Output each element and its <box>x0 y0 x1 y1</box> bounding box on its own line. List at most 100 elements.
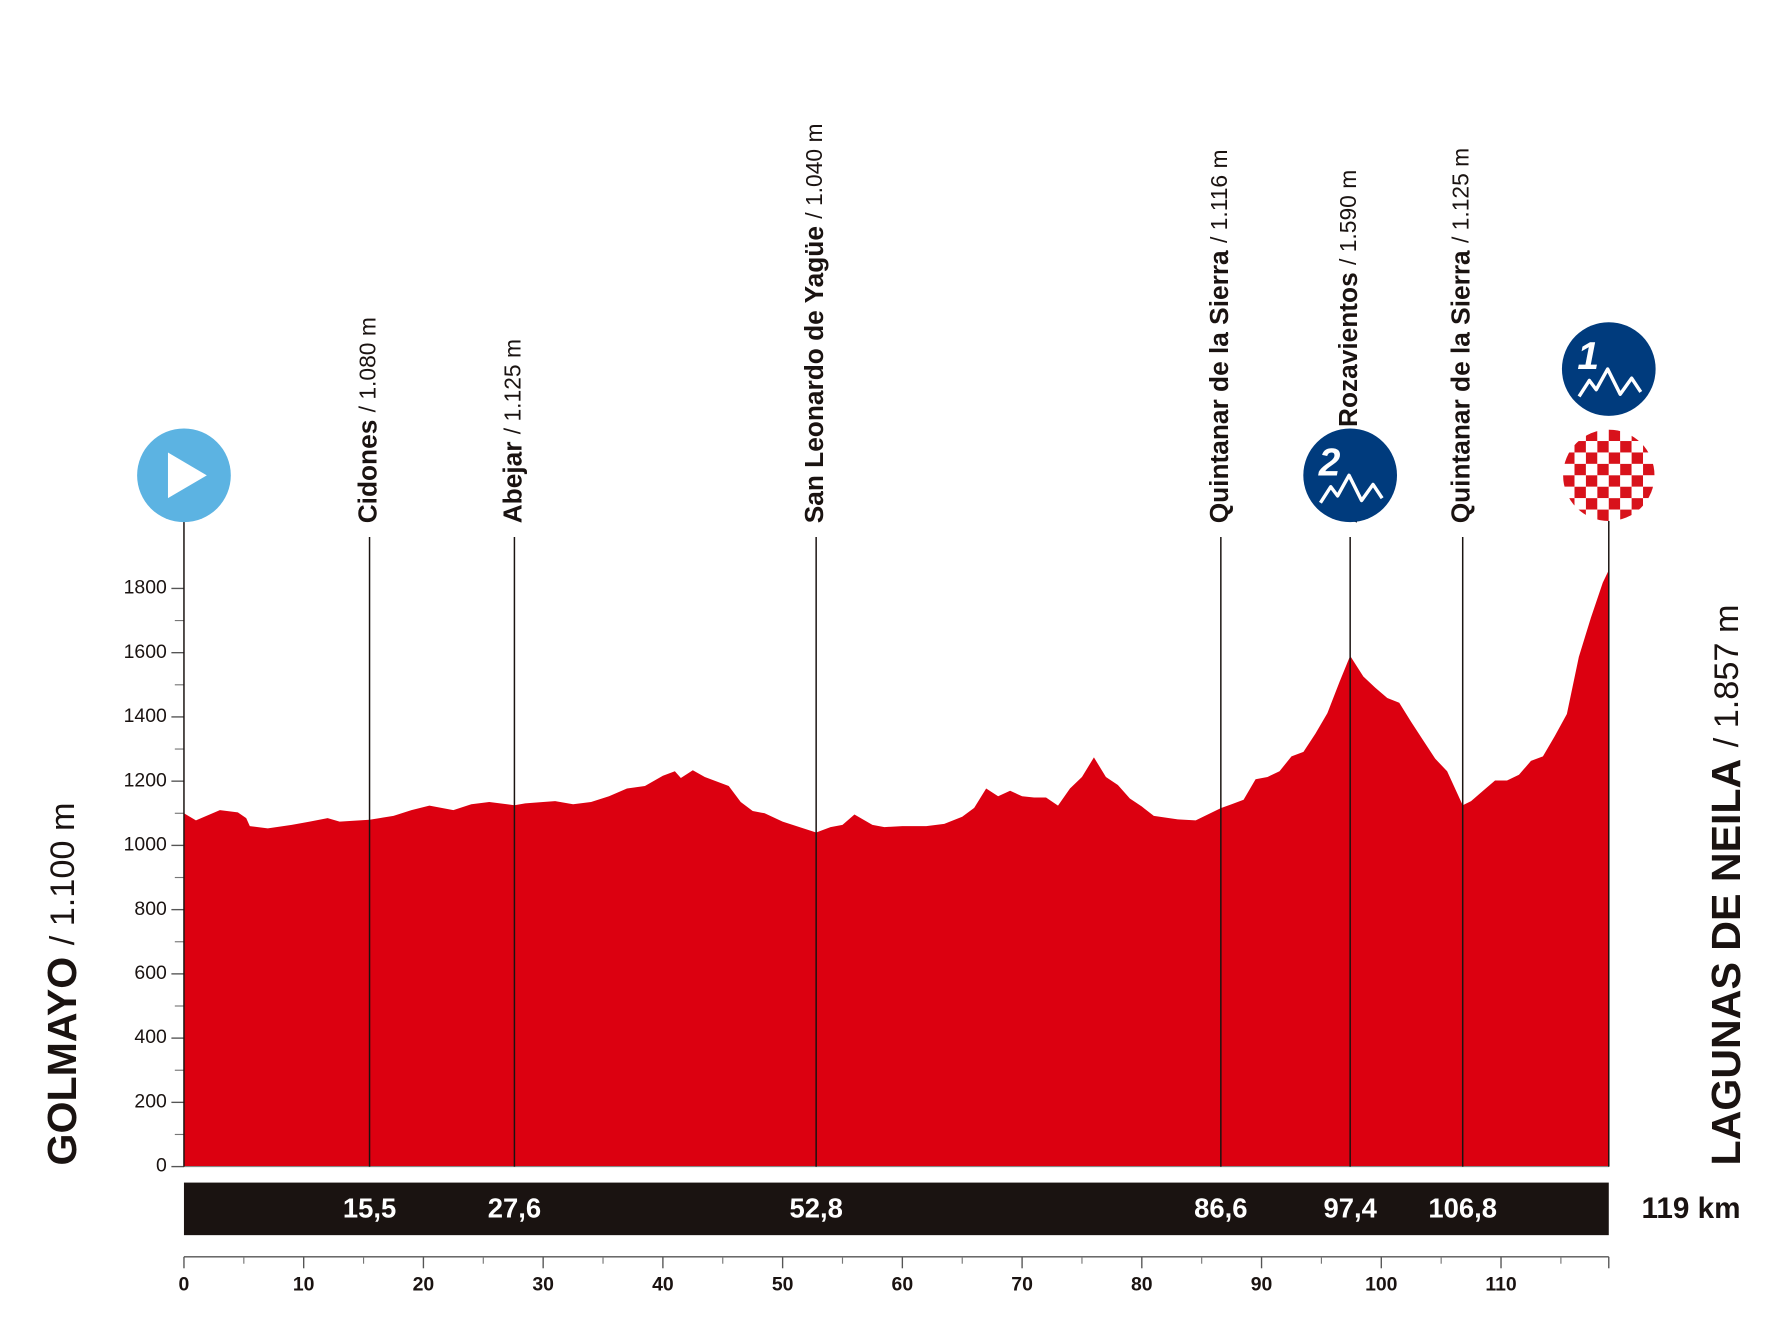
elevation-area <box>183 570 1609 1167</box>
checker-square <box>1563 498 1575 510</box>
x-tick-label: 40 <box>652 1274 674 1296</box>
y-tick-label: 200 <box>134 1090 167 1112</box>
waypoint-km: 27,6 <box>488 1192 541 1223</box>
checker-square <box>1563 441 1575 453</box>
checker-square <box>1585 486 1598 499</box>
x-tick-label: 10 <box>293 1274 315 1296</box>
checker-square <box>1597 498 1609 510</box>
checker-square <box>1643 452 1655 464</box>
chart-area: 0 200 400 600 800 1000 1200 1400 1600 1800 0 10 20 30… <box>39 123 1749 1295</box>
checker-square <box>1597 475 1609 487</box>
checker-square <box>1574 441 1586 453</box>
waypoint-label: Quintanar de la Sierra / 1.116 m <box>1204 149 1234 523</box>
checker-square <box>1643 463 1655 476</box>
waypoint-name: Quintanar de la Sierra <box>1446 250 1476 523</box>
checker-square <box>1608 441 1621 453</box>
y-tick-label: 1800 <box>124 577 167 599</box>
y-tick-label: 1000 <box>124 834 167 856</box>
waypoint-altitude: / 1.080 m <box>355 317 381 412</box>
checker-square <box>1563 509 1575 522</box>
checker-square <box>1574 475 1586 487</box>
x-tick-label: 30 <box>532 1274 554 1296</box>
start-label: GOLMAYO / 1.100 m <box>39 802 85 1165</box>
checker-square <box>1574 463 1586 476</box>
checker-square <box>1597 452 1609 464</box>
waypoint-label: San Leonardo de Yagüe / 1.040 m <box>799 123 829 523</box>
checker-square <box>1563 429 1575 442</box>
climb-category: 2 <box>1318 441 1341 484</box>
checker-square <box>1631 441 1644 453</box>
checker-square <box>1631 429 1644 442</box>
climb-mountain <box>1319 473 1384 504</box>
start-arrow <box>167 452 207 499</box>
checker-square <box>1608 429 1621 442</box>
y-tick-label: 600 <box>134 962 167 984</box>
checker-square <box>1608 463 1621 476</box>
waypoint-altitude: / 1.040 m <box>801 123 827 218</box>
checker-square <box>1608 498 1621 510</box>
checker-square <box>1597 509 1609 522</box>
checker-square <box>1643 498 1655 510</box>
checker-square <box>1643 429 1655 442</box>
x-tick-label: 70 <box>1011 1274 1033 1296</box>
climb-mountain <box>1577 367 1643 398</box>
checker-square <box>1563 463 1575 476</box>
checker-square <box>1608 486 1621 499</box>
checker-square <box>1643 441 1655 453</box>
checker-square <box>1574 509 1586 522</box>
km-bar <box>183 1182 1609 1236</box>
checker-square <box>1620 441 1632 453</box>
start-altitude: / 1.100 m <box>44 802 82 945</box>
x-tick-label: 50 <box>772 1274 794 1296</box>
checker-square <box>1574 429 1586 442</box>
waypoint-km: 97,4 <box>1323 1192 1377 1223</box>
finish-label: LAGUNAS DE NEILA / 1.857 m <box>1703 604 1749 1165</box>
x-tick-label: 110 <box>1485 1274 1516 1296</box>
y-tick-label: 800 <box>134 898 167 920</box>
waypoint-label: Cidones / 1.080 m <box>352 317 382 523</box>
x-tick-label: 80 <box>1131 1274 1153 1296</box>
checker-square <box>1597 463 1609 476</box>
x-tick-label: 90 <box>1251 1274 1273 1296</box>
checker-square <box>1574 452 1586 464</box>
y-tick-label: 400 <box>134 1026 167 1048</box>
checker-square <box>1574 498 1586 510</box>
checker-square <box>1608 509 1621 522</box>
checker-square <box>1631 509 1644 522</box>
waypoint-altitude: / 1.116 m <box>1206 149 1232 243</box>
x-tick-label: 100 <box>1365 1274 1397 1296</box>
checker-square <box>1620 498 1632 510</box>
waypoint-altitude: / 1.125 m <box>1448 148 1474 243</box>
waypoint-name: Quintanar de la Sierra <box>1204 250 1234 523</box>
checker-square <box>1631 498 1644 510</box>
waypoint-label: Quintanar de la Sierra / 1.125 m <box>1446 148 1476 524</box>
checker-square <box>1620 475 1632 487</box>
x-tick-label: 20 <box>413 1274 435 1296</box>
waypoint-km: 106,8 <box>1428 1192 1497 1223</box>
waypoint-label: Abejar / 1.125 m <box>497 339 527 523</box>
checker-square <box>1620 452 1632 464</box>
x-tick-label: 0 <box>179 1274 190 1296</box>
waypoint-altitude: / 1.125 m <box>499 339 525 434</box>
checker-square <box>1643 509 1655 522</box>
checker-square <box>1585 452 1598 464</box>
checker-square <box>1563 475 1575 487</box>
checker-square <box>1643 486 1655 499</box>
checker-square <box>1620 463 1632 476</box>
checker-square <box>1585 498 1598 510</box>
finish-flag <box>1563 429 1655 522</box>
checker-square <box>1631 452 1644 464</box>
waypoint-name: Abejar <box>497 442 527 524</box>
waypoint-name: San Leonardo de Yagüe <box>799 226 829 523</box>
checker-square <box>1597 441 1609 453</box>
checker-square <box>1585 441 1598 453</box>
waypoint-altitude: / 1.590 m <box>1335 170 1361 265</box>
checker-square <box>1620 486 1632 499</box>
checker-square <box>1597 486 1609 499</box>
checker-square <box>1597 429 1609 442</box>
checker-square <box>1631 486 1644 499</box>
finish-name: LAGUNAS DE NEILA <box>1703 759 1749 1166</box>
waypoint-km: 52,8 <box>789 1192 842 1223</box>
checker-square <box>1631 463 1644 476</box>
x-tick-label: 60 <box>892 1274 914 1296</box>
